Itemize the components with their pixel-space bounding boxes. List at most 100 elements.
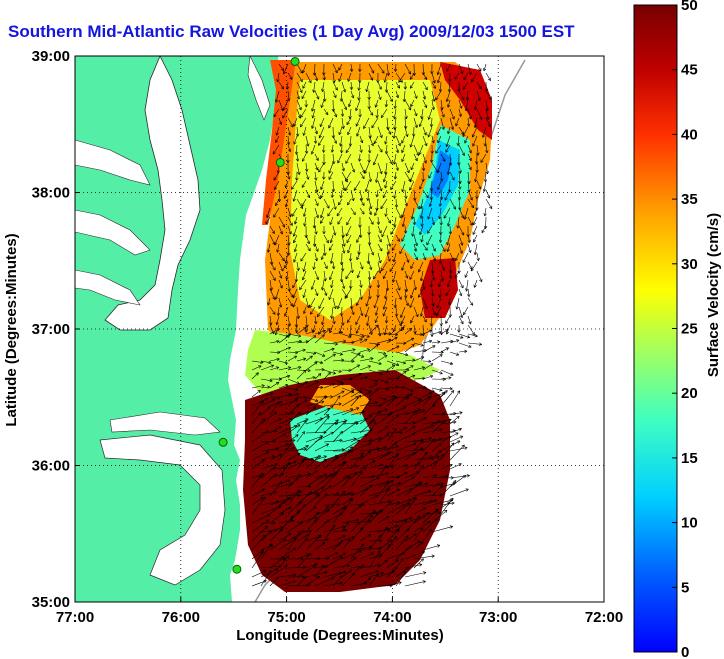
velocity-arrow: [471, 72, 478, 83]
velocity-arrow: [473, 207, 478, 216]
velocity-arrow: [386, 360, 400, 367]
x-tick-label: 75:00: [267, 609, 305, 626]
velocity-arrow: [251, 412, 262, 425]
velocity-arrow: [251, 384, 265, 389]
velocity-arrow: [296, 261, 300, 271]
velocity-arrow: [339, 135, 343, 147]
velocity-arrow: [449, 488, 469, 497]
velocity-arrow: [301, 63, 307, 74]
velocity-arrow: [366, 315, 370, 326]
velocity-arrow: [368, 108, 374, 116]
velocity-arrow: [359, 460, 376, 470]
velocity-arrow: [404, 198, 408, 207]
velocity-arrow: [332, 225, 337, 236]
velocity-arrow: [467, 189, 473, 201]
velocity-arrow: [368, 72, 374, 81]
velocity-arrow: [278, 506, 292, 515]
velocity-arrow: [357, 153, 362, 162]
velocity-arrow: [323, 581, 343, 587]
velocity-arrow: [350, 261, 354, 274]
y-tick-label: 39:00: [32, 48, 70, 65]
velocity-arrow: [440, 440, 461, 452]
velocity-arrow: [394, 306, 399, 317]
velocity-arrow: [296, 552, 312, 569]
velocity-arrow: [287, 404, 299, 416]
velocity-arrow: [311, 117, 316, 129]
velocity-arrow: [431, 454, 444, 470]
velocity-arrow: [419, 306, 424, 317]
velocity-arrow: [251, 400, 264, 416]
velocity-arrow: [305, 351, 317, 355]
velocity-arrow: [401, 180, 406, 193]
velocity-arrow: [341, 572, 356, 587]
velocity-arrow: [473, 99, 478, 110]
velocity-arrow: [400, 306, 406, 318]
velocity-arrow: [395, 351, 409, 357]
velocity-arrow: [305, 297, 310, 308]
velocity-arrow: [400, 315, 406, 325]
velocity-arrow: [377, 351, 387, 355]
y-tick-label: 35:00: [32, 594, 70, 611]
velocity-arrow: [467, 315, 472, 325]
velocity-arrow: [303, 216, 307, 227]
velocity-arrow: [368, 344, 379, 353]
velocity-arrow: [426, 234, 433, 246]
velocity-arrow: [392, 252, 397, 263]
velocity-arrow: [476, 63, 482, 72]
velocity-arrow: [422, 374, 434, 380]
velocity-arrow: [427, 108, 433, 120]
velocity-arrow: [260, 543, 273, 560]
velocity-arrow: [314, 416, 330, 434]
velocity-arrow: [356, 252, 361, 261]
velocity-arrow: [404, 297, 409, 306]
velocity-arrow: [384, 207, 388, 217]
velocity-arrows: [251, 63, 493, 588]
velocity-arrow: [278, 443, 292, 461]
velocity-arrow: [472, 216, 478, 226]
velocity-arrow: [339, 189, 343, 199]
velocity-arrow: [323, 405, 334, 416]
velocity-arrow: [476, 144, 480, 156]
velocity-arrow: [359, 338, 368, 344]
colorbar-label: Surface Velocity (cm/s): [705, 213, 722, 377]
velocity-arrow: [436, 297, 442, 309]
radar-stations: [218, 56, 300, 574]
velocity-arrow: [300, 252, 307, 262]
velocity-arrow: [251, 459, 265, 470]
velocity-arrow: [287, 387, 299, 392]
velocity-arrow: [404, 63, 411, 75]
velocity-arrow: [350, 466, 367, 479]
velocity-arrow: [390, 225, 397, 235]
velocity-arrow: [440, 108, 445, 118]
velocity-arrow: [413, 306, 419, 318]
velocity-arrow: [446, 243, 451, 252]
velocity-arrow: [278, 261, 284, 272]
velocity-arrow: [392, 153, 397, 165]
velocity-arrow: [323, 108, 329, 116]
velocity-arrow: [291, 207, 298, 217]
velocity-arrow: [301, 198, 307, 207]
velocity-arrow: [321, 315, 325, 326]
velocity-arrow: [363, 117, 370, 129]
velocity-arrow: [386, 488, 400, 497]
velocity-arrow: [287, 315, 292, 327]
velocity-arrow: [278, 366, 292, 371]
velocity-arrow: [422, 90, 427, 100]
velocity-arrow: [305, 519, 317, 533]
velocity-arrow: [332, 575, 343, 587]
velocity-arrow: [251, 525, 268, 542]
velocity-arrow: [332, 528, 348, 533]
velocity-arrow: [418, 288, 424, 298]
velocity-arrow: [278, 225, 284, 235]
velocity-arrow: [330, 279, 334, 289]
velocity-arrow: [287, 333, 302, 338]
velocity-arrow: [350, 351, 365, 358]
velocity-arrow: [463, 72, 469, 81]
velocity-arrow: [287, 510, 300, 524]
velocity-arrow: [359, 391, 372, 398]
velocity-arrow: [386, 504, 406, 515]
x-tick-label: 74:00: [373, 609, 411, 626]
colorbar-tick-label: 50: [681, 0, 698, 14]
velocity-arrow: [458, 279, 464, 289]
velocity-arrow: [449, 446, 468, 452]
